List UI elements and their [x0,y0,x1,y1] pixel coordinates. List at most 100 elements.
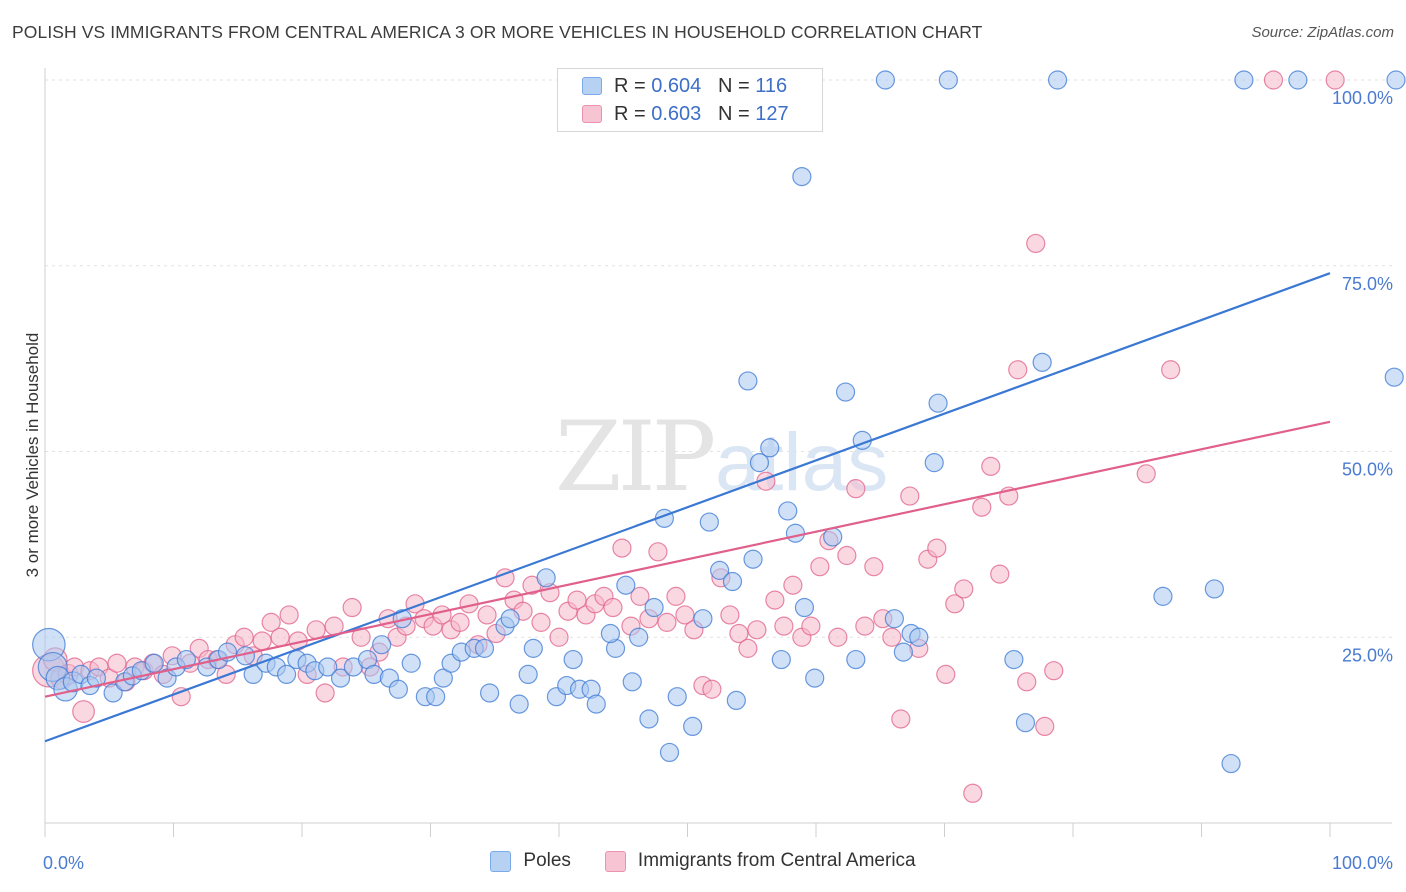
y-axis-title: 3 or more Vehicles in Household [23,333,42,578]
point-poles-74 [743,549,763,569]
point-poles-104 [1384,367,1404,387]
point-poles-50 [536,568,556,588]
point-immigrants-114 [1136,464,1156,484]
point-poles-84 [835,382,856,402]
point-poles-61 [629,627,649,647]
point-immigrants-56 [531,612,551,632]
point-immigrants-35 [342,597,362,618]
point-poles-71 [722,571,743,592]
point-immigrants-9 [107,653,127,673]
point-poles-46 [500,609,520,629]
point-immigrants-91 [846,479,866,499]
point-immigrants-84 [783,575,803,595]
point-immigrants-58 [549,627,569,647]
point-immigrants-83 [774,616,794,636]
point-poles-62 [639,709,659,729]
point-immigrants-79 [738,638,758,658]
point-poles-75 [749,453,770,473]
point-immigrants-107 [990,564,1010,584]
poles-legend-swatch-icon [490,850,512,872]
point-poles-8 [103,683,123,703]
point-poles-72 [726,690,746,711]
point-immigrants-102 [945,594,965,614]
point-immigrants-47 [450,612,470,632]
series-legend: Poles Immigrants from Central America [0,850,1406,872]
point-immigrants-5 [72,700,95,723]
point-poles-32 [372,635,392,655]
point-poles-58 [600,623,621,644]
point-immigrants-103 [954,579,974,599]
r-label: R = [614,74,646,97]
point-poles-49 [523,638,543,658]
point-poles-23 [276,664,297,685]
point-immigrants-50 [477,605,497,625]
point-immigrants-110 [1017,672,1037,692]
point-immigrants-115 [1161,360,1181,380]
point-immigrants-31 [306,620,326,640]
point-poles-65 [659,742,680,763]
point-poles-88 [884,609,904,629]
point-poles-38 [426,687,446,707]
point-immigrants-93 [864,557,884,577]
correlation-legend: R = 0.604 N = 116 R = 0.603 N = 127 [557,68,823,132]
point-poles-105 [1386,70,1406,90]
point-poles-47 [509,694,529,714]
point-immigrants-80 [747,620,767,640]
point-immigrants-72 [675,605,695,625]
point-poles-28 [330,668,351,688]
point-immigrants-60 [567,590,587,610]
point-poles-95 [1004,649,1024,670]
point-poles-63 [644,597,664,618]
point-poles-48 [518,664,538,685]
point-poles-69 [699,512,719,532]
series-poles-points [32,70,1406,774]
point-poles-77 [771,649,791,670]
n-label: N = [717,74,750,97]
point-poles-68 [693,609,713,629]
point-immigrants-106 [981,456,1001,476]
point-immigrants-116 [1263,70,1284,90]
point-poles-89 [893,642,913,662]
point-poles-53 [563,649,583,670]
point-poles-103 [1288,70,1308,90]
point-poles-39 [433,668,453,688]
point-immigrants-77 [720,605,740,625]
trend-line-poles [44,272,1331,743]
point-poles-73 [738,371,758,391]
trend-line-immigrants [44,420,1331,698]
legend-item-poles[interactable]: Poles [490,850,571,872]
immigrants-r-value: 0.603 [651,102,702,125]
y-tick-label-100: 100.0% [1332,88,1393,108]
immigrants-swatch-icon [582,105,602,123]
point-poles-66 [667,687,687,707]
poles-n-value: 116 [755,74,788,97]
point-immigrants-113 [1044,661,1064,681]
point-poles-96 [1015,713,1036,733]
point-poles-101 [1221,753,1241,774]
point-immigrants-67 [630,586,650,606]
immigrants-legend-swatch-icon [604,850,626,872]
point-immigrants-109 [1008,360,1028,380]
point-immigrants-26 [261,612,281,632]
axis-labels: 25.0% 50.0% 75.0% 100.0% 0.0% 100.0% 3 or more… [23,88,1393,873]
x-tick-label-max: 100.0% [1332,853,1393,873]
legend-row-immigrants: R = 0.603 N = 127 [582,101,789,127]
point-immigrants-112 [1035,716,1055,737]
point-immigrants-95 [882,627,902,647]
point-immigrants-100 [927,538,947,558]
point-poles-27 [318,657,338,677]
point-immigrants-71 [666,586,686,606]
point-poles-76 [760,438,780,458]
point-poles-12 [144,653,164,673]
legend-immigrants-label: Immigrants from Central America [637,850,916,871]
poles-swatch-icon [582,77,602,95]
n-label: N = [717,102,750,125]
point-poles-70 [710,560,730,580]
point-poles-97 [1032,352,1052,372]
point-poles-93 [928,393,948,413]
point-poles-78 [778,501,798,521]
point-poles-44 [480,683,500,703]
immigrants-n-value: 127 [755,102,789,125]
legend-item-immigrants[interactable]: Immigrants from Central America [604,850,916,872]
